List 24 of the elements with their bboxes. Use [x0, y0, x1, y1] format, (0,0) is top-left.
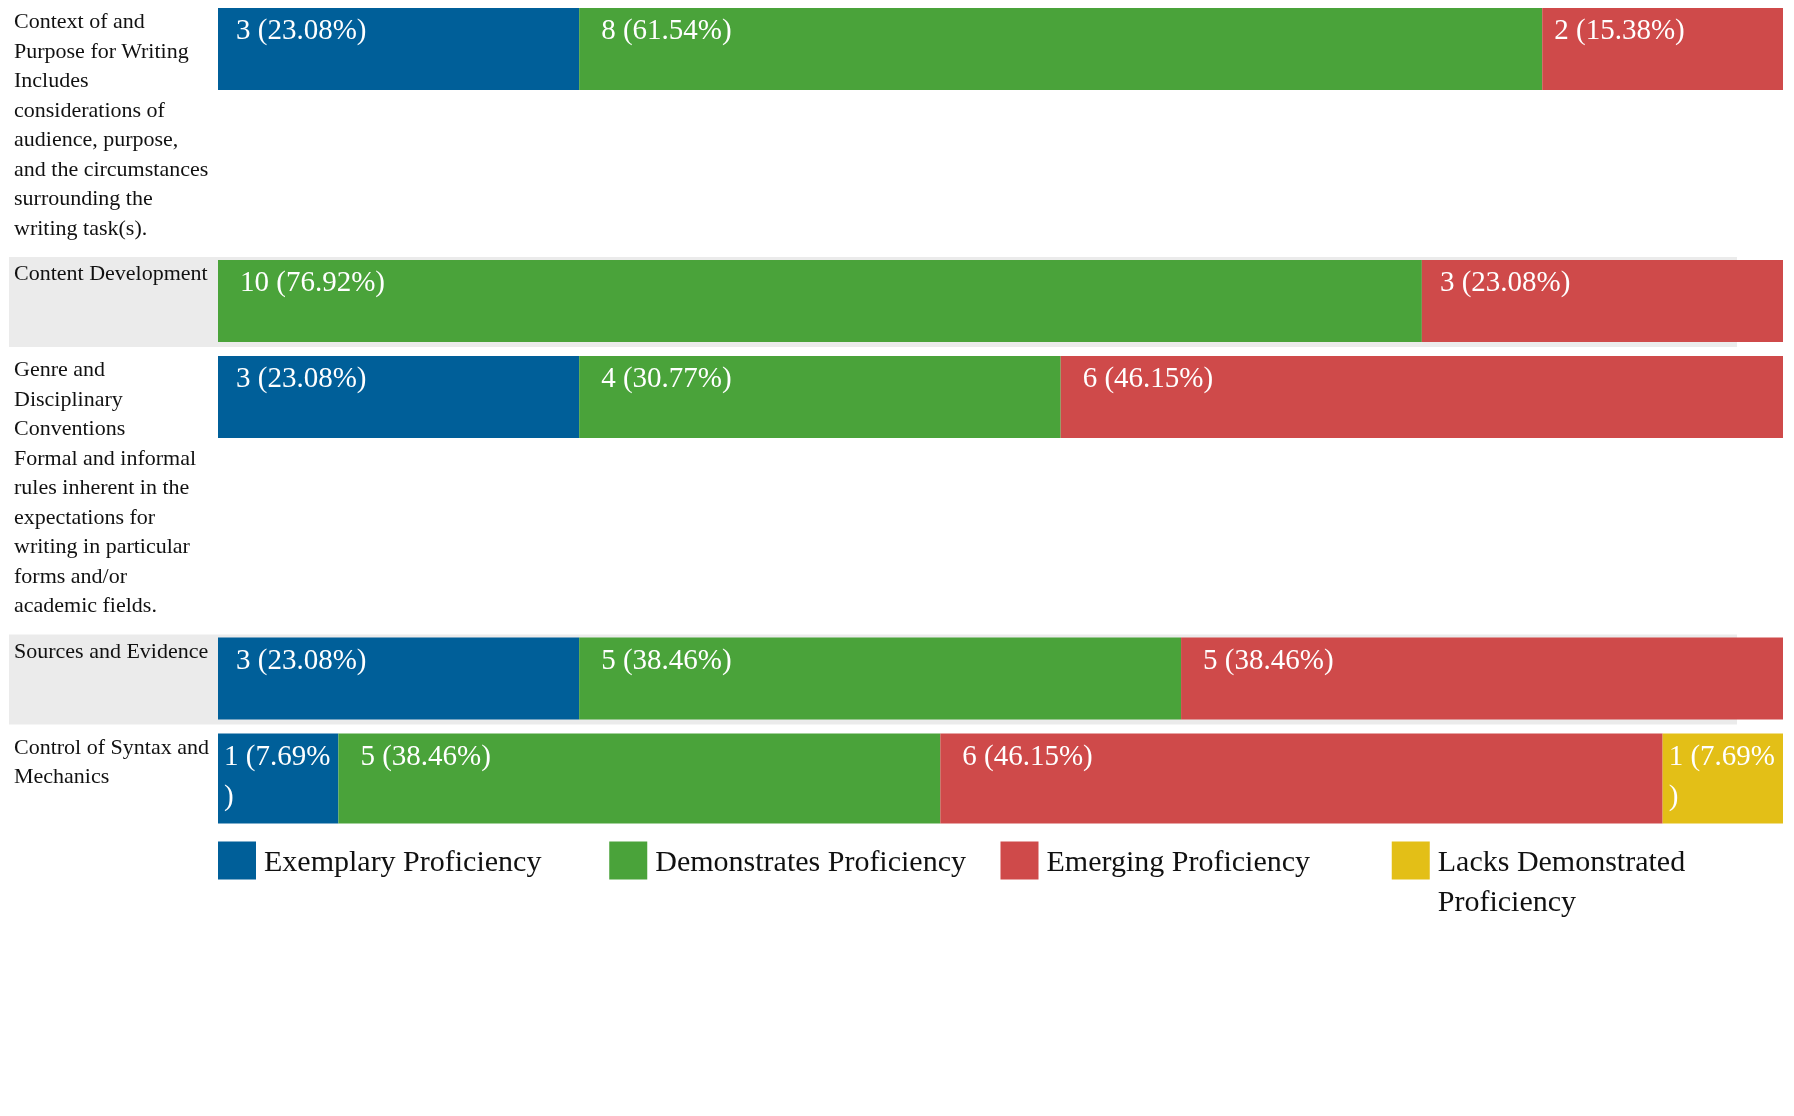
data-label: 6 (46.15%) — [1082, 361, 1214, 394]
y-tick-label: Context of and Purpose for Writing Includes considerations of audience, purpose, and the circumstances surrounding the writing task(s). — [14, 8, 209, 240]
legend-label: Emerging Proficiency — [1046, 843, 1311, 877]
data-label: 3 (23.08%) — [1439, 265, 1571, 298]
data-label: 1 (7.69%) — [1668, 738, 1775, 812]
data-label: 3 (23.08%) — [236, 13, 367, 46]
data-label: 3 (23.08%) — [236, 642, 367, 676]
data-label: 5 (38.46%) — [1203, 642, 1334, 676]
data-label: 8 (61.54%) — [601, 13, 732, 46]
data-label: 4 (30.77%) — [601, 361, 732, 394]
legend-label: Exemplary Proficiency — [264, 843, 542, 877]
legend-label: Demonstrates Proficiency — [655, 843, 966, 877]
data-label: 3 (23.08%) — [236, 361, 367, 394]
data-label: 2 (15.38%) — [1554, 13, 1685, 46]
data-label: 10 (76.92%) — [240, 265, 385, 298]
data-label: 5 (38.46%) — [360, 738, 491, 772]
data-label: 1 (7.69%) — [224, 738, 331, 812]
y-tick-label: Sources and Evidence — [14, 637, 209, 663]
category-label: Genre and Disciplinary Conventions Formal and informal rules inherent in the expectations for writing in particular forms and/or academic fields. — [14, 356, 197, 617]
y-tick-label: Content Development — [14, 260, 208, 285]
legend-label: Lacks Demonstrated Proficiency — [1437, 843, 1686, 917]
data-label: 6 (46.15%) — [962, 738, 1093, 772]
data-label: 5 (38.46%) — [601, 642, 732, 676]
y-tick-label: Control of Syntax and Mechanics — [14, 733, 209, 788]
